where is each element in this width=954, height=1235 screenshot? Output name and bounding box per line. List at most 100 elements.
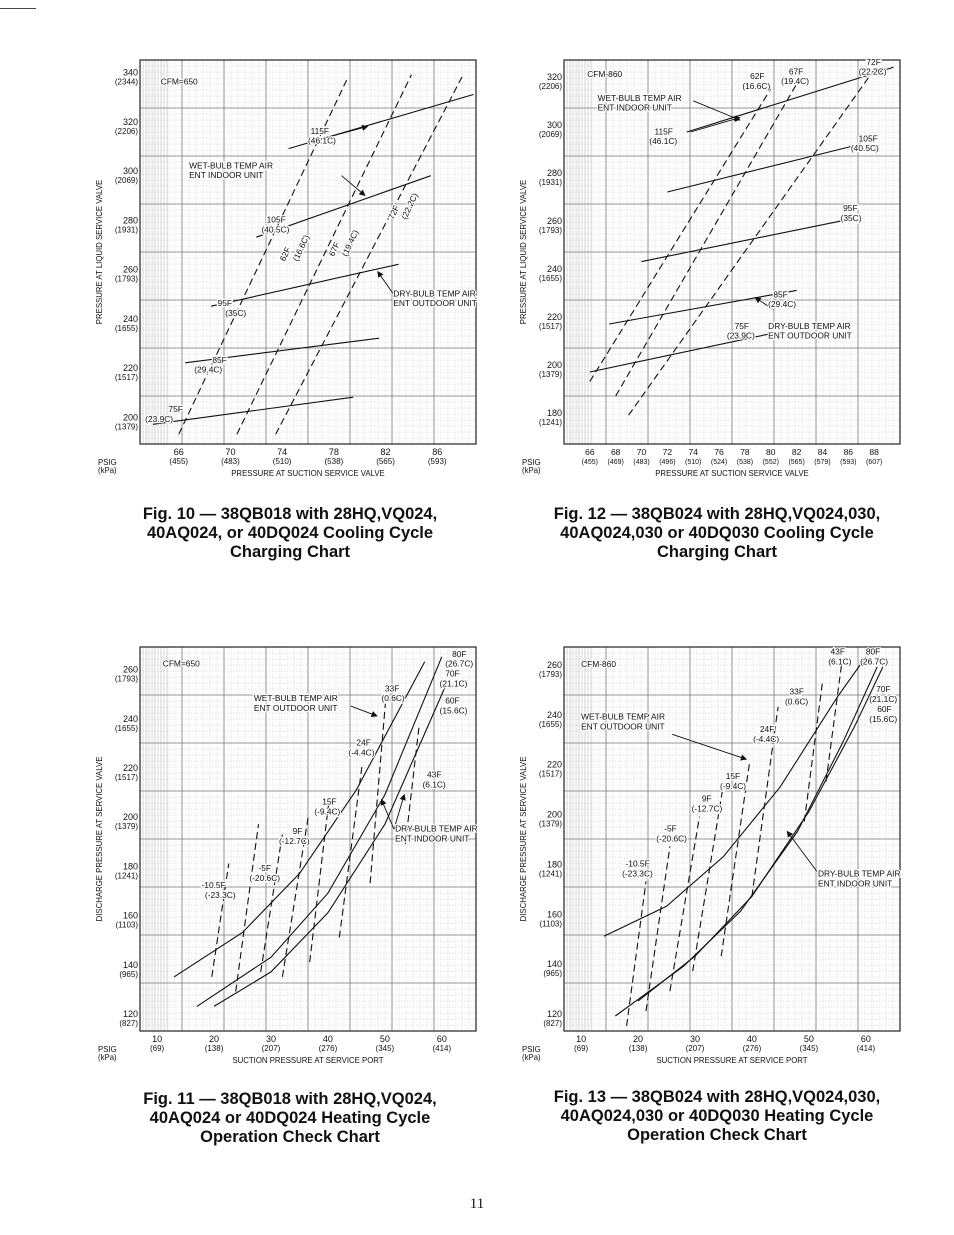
annotation-label: 33F xyxy=(790,686,804,696)
series-group xyxy=(173,656,449,1007)
y-axis: 340(2344)320(2206)300(2069)280(1931)260(… xyxy=(115,68,138,432)
fig11-caption: Fig. 11 — 38QB018 with 28HQ,VQ024, 40AQ0… xyxy=(70,1090,510,1147)
annotation-label: -5F xyxy=(664,824,677,834)
x-tick-label: 10 xyxy=(576,1034,586,1044)
fig11-heating-chart: CFM=650 80F (26.7C) 70F (21.1C) 33F (0.6C) 60F(… xyxy=(88,645,488,1085)
y-tick-label: 320 xyxy=(547,72,562,82)
annotation-label: ENT OUTDOOR UNIT xyxy=(254,703,338,713)
annotation-label: -10.5F xyxy=(202,880,226,890)
annotation-label: (-12.7C) xyxy=(692,804,723,814)
dashed-series-line-5 xyxy=(669,816,701,992)
y-tick-sublabel: (1793) xyxy=(539,226,562,235)
solid-series-line-0 xyxy=(196,656,443,1007)
unit-label-psig: PSIG xyxy=(522,458,541,467)
y-axis-title: PRESSURE AT LIQUID SERVICE VALVE xyxy=(519,180,528,324)
y-tick-sublabel: (965) xyxy=(543,969,562,978)
annotation-label: (15.6C) xyxy=(869,714,897,724)
fig12-caption: Fig. 12 — 38QB024 with 28HQ,VQ024,030, 4… xyxy=(497,505,937,562)
y-tick-sublabel: (1379) xyxy=(539,370,562,379)
solid-series-line-0 xyxy=(686,66,894,133)
grid xyxy=(140,60,476,444)
annotation-label: 95F xyxy=(843,203,857,213)
annotation-label: (23.9C) xyxy=(145,414,173,424)
fig13-caption: Fig. 13 — 38QB024 with 28HQ,VQ024,030, 4… xyxy=(497,1088,937,1145)
fig10-cooling-chart: CFM=650 115F (46.1C) WET-BULB TEMP AIR ENT I… xyxy=(88,58,488,498)
y-tick-sublabel: (2344) xyxy=(115,78,138,87)
dashed-series-line-4 xyxy=(235,824,260,992)
annotation-label: 43F xyxy=(427,769,441,779)
plot-frame xyxy=(139,646,477,1032)
annotation-label: ENT INDOOR UNIT xyxy=(598,102,672,112)
dashed-series-line-8 xyxy=(751,706,779,897)
annotation-label: ENT INDOOR UNIT xyxy=(818,878,892,888)
annotation-label: (40.5C) xyxy=(851,143,879,153)
x-axis-title: PRESSURE AT SUCTION SERVICE VALVE xyxy=(655,469,809,478)
x-tick-sublabel: (510) xyxy=(273,457,292,466)
solid-series-line-1 xyxy=(256,175,431,238)
caption-line: Charging Chart xyxy=(656,543,778,561)
x-tick-label: 60 xyxy=(861,1034,871,1044)
x-tick-sublabel: (593) xyxy=(428,457,447,466)
annotation-label: 24F xyxy=(356,737,370,747)
x-tick-label: 40 xyxy=(323,1034,333,1044)
y-tick-label: 120 xyxy=(547,1009,562,1019)
annotation-label: (0.6C) xyxy=(785,696,808,706)
annotation-label: (35C) xyxy=(841,213,862,223)
x-tick-sublabel: (607) xyxy=(866,459,882,466)
annotation-label: ENT OUTDOOR UNIT xyxy=(768,330,852,340)
annotation-label: (46.1C) xyxy=(308,136,336,146)
caption-line: Fig. 13 — 38QB024 with 28HQ,VQ024,030, xyxy=(553,1088,881,1106)
y-tick-label: 240 xyxy=(123,314,138,324)
y-tick-sublabel: (2206) xyxy=(539,82,562,91)
caption-line: Operation Check Chart xyxy=(627,1126,807,1144)
leader-arrow xyxy=(693,100,741,121)
y-tick-label: 200 xyxy=(547,810,562,820)
grid xyxy=(140,647,476,1031)
x-tick-sublabel: (579) xyxy=(814,459,830,466)
leader-arrow xyxy=(377,270,394,295)
y-tick-sublabel: (1655) xyxy=(539,274,562,283)
x-tick-label: 86 xyxy=(844,447,854,457)
series-group xyxy=(603,656,884,1027)
x-tick-sublabel: (469) xyxy=(608,459,624,466)
annotation-label: (29.4C) xyxy=(194,365,222,375)
x-tick-sublabel: (510) xyxy=(685,459,701,466)
annotation-label: (6.1C) xyxy=(828,656,851,666)
y-tick-label: 180 xyxy=(547,859,562,869)
x-tick-label: 74 xyxy=(277,447,287,457)
annotation-label: 75F xyxy=(735,321,749,331)
x-tick-label: 80 xyxy=(766,447,776,457)
dashed-series-line-10 xyxy=(825,661,843,782)
dashed-series-line-6 xyxy=(615,83,798,397)
annotation-label: (-9.4C) xyxy=(720,781,746,791)
fig12-chart-svg: CFM-860 62F(16.6C) 67F(19.4C) 72F(22.2C) WET… xyxy=(519,58,901,478)
caption-line: Fig. 11 — 38QB018 with 28HQ,VQ024, xyxy=(143,1090,437,1108)
unit-label-psig: PSIG xyxy=(98,1045,117,1054)
y-tick-sublabel: (1517) xyxy=(539,770,562,779)
annotation-label: 60F xyxy=(877,704,891,714)
arrow-group xyxy=(690,100,774,310)
x-tick-sublabel: (593) xyxy=(840,459,856,466)
caption-line: Fig. 10 — 38QB018 with 28HQ,VQ024, xyxy=(142,505,438,523)
x-tick-sublabel: (69) xyxy=(150,1044,165,1053)
y-tick-label: 200 xyxy=(123,412,138,422)
annotation-label: (-23.3C) xyxy=(205,890,236,900)
y-tick-label: 140 xyxy=(547,959,562,969)
dashed-series-line-6 xyxy=(236,74,412,435)
plot-frame xyxy=(563,59,901,445)
y-tick-sublabel: (1379) xyxy=(115,422,138,431)
y-tick-label: 280 xyxy=(123,215,138,225)
y-tick-sublabel: (1517) xyxy=(115,373,138,382)
y-tick-label: 340 xyxy=(123,68,138,78)
grid xyxy=(564,647,900,1031)
x-tick-label: 70 xyxy=(225,447,235,457)
annotation-label: -10.5F xyxy=(626,858,650,868)
y-tick-sublabel: (2069) xyxy=(539,130,562,139)
x-tick-label: 82 xyxy=(381,447,391,457)
annotation-label: 60F xyxy=(445,696,459,706)
x-tick-sublabel: (276) xyxy=(319,1044,338,1053)
annotation-label: DRY-BULB TEMP AIR xyxy=(393,288,476,298)
x-axis: 66(455) 70(483) 74(510) 78(538) 82(565) 86(59… xyxy=(169,447,446,466)
